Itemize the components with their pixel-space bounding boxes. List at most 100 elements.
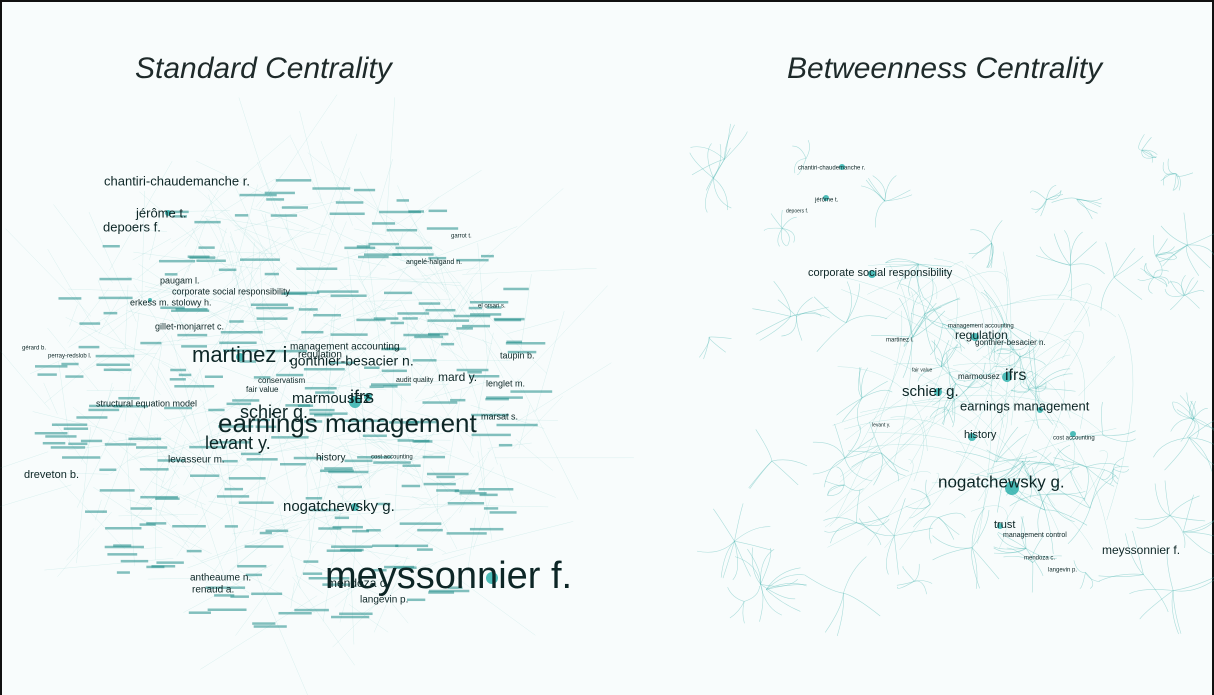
edge (1193, 418, 1214, 429)
edge (734, 540, 773, 551)
edge (418, 379, 453, 411)
edge (426, 467, 495, 547)
edge (840, 403, 974, 477)
edge (1040, 199, 1047, 217)
minor-node-label (244, 545, 284, 548)
edge (132, 467, 180, 521)
edge (827, 484, 845, 496)
edge (790, 306, 829, 317)
edge (268, 510, 318, 582)
edge (126, 498, 178, 517)
minor-node-label (483, 507, 499, 510)
edge (1102, 434, 1136, 442)
minor-node-label (416, 548, 433, 551)
edge (856, 515, 889, 524)
edge (948, 371, 955, 400)
edge (978, 362, 986, 378)
edge (957, 354, 1071, 433)
minor-node-label (456, 258, 489, 262)
edge (182, 442, 285, 498)
minor-node-label (506, 340, 523, 344)
edge (760, 547, 772, 585)
edge (462, 267, 597, 275)
minor-node-label (447, 586, 463, 589)
node-label: marmousez (958, 372, 1000, 381)
minor-node-label (456, 368, 489, 372)
edge (881, 452, 899, 482)
minor-node-label (99, 468, 117, 472)
edge (1026, 463, 1054, 466)
minor-node-label (478, 488, 514, 491)
minor-node-label (169, 378, 186, 381)
node-label: gillet-monjarret c. (155, 321, 224, 331)
minor-node-label (229, 320, 244, 323)
edge (149, 214, 161, 261)
node-label: ifrs (1005, 367, 1026, 384)
edge (43, 382, 58, 415)
edge (1162, 244, 1188, 267)
edge (1052, 464, 1059, 492)
minor-node-label (456, 327, 473, 330)
edge (153, 435, 238, 491)
edge (971, 509, 990, 548)
node (1002, 372, 1012, 382)
node-label: gonthier-besacier n. (975, 338, 1046, 347)
edge (362, 405, 381, 420)
minor-node-label (80, 439, 103, 443)
minor-node-label (130, 507, 152, 510)
edge (323, 322, 422, 366)
edge (125, 433, 135, 566)
edge (44, 558, 174, 571)
edge (952, 362, 1071, 419)
edge (910, 295, 919, 338)
node-label: ifrs (350, 387, 374, 407)
edge (1089, 468, 1106, 509)
edge (535, 311, 565, 413)
edge (238, 437, 358, 498)
edge (860, 185, 885, 202)
edge (823, 457, 845, 488)
minor-node-label (330, 294, 367, 297)
edge (858, 518, 895, 537)
edge (320, 371, 331, 452)
edge (400, 374, 480, 476)
edge (755, 316, 791, 335)
minor-node-label (42, 441, 66, 445)
node-label: history (964, 429, 997, 441)
edge (989, 323, 1005, 360)
node-label: mendoza c. (327, 576, 389, 590)
edge (997, 479, 1004, 513)
edge (1022, 460, 1061, 467)
edge (208, 250, 234, 261)
edge (68, 288, 171, 293)
edge (899, 302, 1065, 551)
minor-node-label (390, 321, 404, 325)
panel-title: Betweenness Centrality (787, 52, 1104, 85)
edge (845, 283, 860, 323)
edge (516, 362, 612, 423)
edge (134, 455, 180, 458)
minor-node-label (265, 529, 289, 533)
minor-node-label (136, 446, 168, 449)
minor-node-label (275, 179, 312, 182)
edge (171, 178, 276, 244)
minor-node-label (372, 568, 387, 572)
edge (1085, 572, 1094, 589)
edge (150, 362, 194, 434)
minor-node-label (368, 242, 399, 246)
edge (938, 517, 960, 535)
edge (467, 448, 493, 475)
minor-node-label (68, 442, 88, 446)
edge (437, 449, 556, 498)
edge (196, 298, 250, 321)
edge (160, 282, 275, 348)
node-label: regulation (955, 328, 1008, 342)
minor-node-label (453, 314, 491, 318)
minor-node-label (389, 421, 419, 424)
edge (845, 371, 959, 441)
edge (202, 407, 230, 420)
node-label: meyssonnier f. (1102, 543, 1180, 557)
node-label: marsat s. (481, 411, 518, 421)
edge (1169, 515, 1186, 548)
